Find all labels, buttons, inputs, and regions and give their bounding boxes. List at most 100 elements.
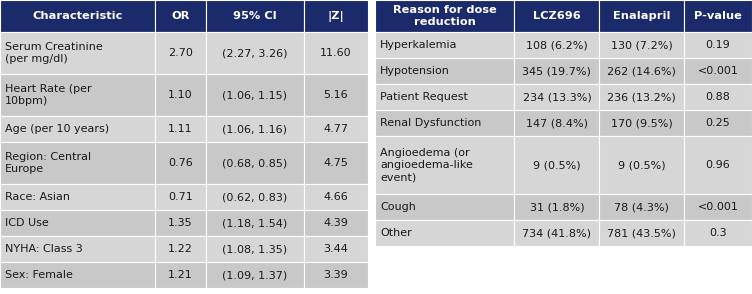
Bar xyxy=(514,136,599,194)
Bar xyxy=(375,58,514,84)
Bar xyxy=(684,220,752,246)
Bar xyxy=(304,262,368,288)
Text: 5.16: 5.16 xyxy=(323,90,348,100)
Bar xyxy=(0,32,155,74)
Bar xyxy=(375,84,514,110)
Bar xyxy=(514,0,599,32)
Text: 0.96: 0.96 xyxy=(705,160,730,170)
Bar xyxy=(599,220,684,246)
Text: Heart Rate (per
10bpm): Heart Rate (per 10bpm) xyxy=(5,84,92,106)
Bar xyxy=(206,32,304,74)
Bar xyxy=(0,210,155,236)
Text: 3.44: 3.44 xyxy=(323,244,348,254)
Text: 1.21: 1.21 xyxy=(168,270,193,280)
Text: Cough: Cough xyxy=(380,202,416,212)
Text: (0.62, 0.83): (0.62, 0.83) xyxy=(222,192,287,202)
Text: 9 (0.5%): 9 (0.5%) xyxy=(533,160,581,170)
Text: 234 (13.3%): 234 (13.3%) xyxy=(523,92,591,102)
Bar xyxy=(304,184,368,210)
Bar xyxy=(155,74,206,116)
Bar xyxy=(155,32,206,74)
Bar xyxy=(599,0,684,32)
Text: (1.18, 1.54): (1.18, 1.54) xyxy=(222,218,287,228)
Bar xyxy=(375,110,514,136)
Bar xyxy=(599,58,684,84)
Bar xyxy=(514,220,599,246)
Text: 1.22: 1.22 xyxy=(168,244,193,254)
Bar xyxy=(155,262,206,288)
Bar xyxy=(206,210,304,236)
Text: 0.71: 0.71 xyxy=(168,192,193,202)
Text: 130 (7.2%): 130 (7.2%) xyxy=(611,40,672,50)
Text: Other: Other xyxy=(380,228,412,238)
Text: 11.60: 11.60 xyxy=(320,48,352,58)
Text: 262 (14.6%): 262 (14.6%) xyxy=(608,66,676,76)
Text: Region: Central
Europe: Region: Central Europe xyxy=(5,152,91,174)
Text: (1.09, 1.37): (1.09, 1.37) xyxy=(222,270,287,280)
Text: 0.76: 0.76 xyxy=(168,158,193,168)
Text: (0.68, 0.85): (0.68, 0.85) xyxy=(222,158,287,168)
Text: 170 (9.5%): 170 (9.5%) xyxy=(611,118,672,128)
Bar xyxy=(304,116,368,142)
Bar xyxy=(155,210,206,236)
Text: OR: OR xyxy=(171,11,190,21)
Text: 108 (6.2%): 108 (6.2%) xyxy=(526,40,588,50)
Bar xyxy=(684,136,752,194)
Text: 4.39: 4.39 xyxy=(323,218,348,228)
Text: 78 (4.3%): 78 (4.3%) xyxy=(614,202,669,212)
Bar xyxy=(155,236,206,262)
Bar xyxy=(304,74,368,116)
Text: |Z|: |Z| xyxy=(327,11,344,21)
Bar xyxy=(206,262,304,288)
Bar xyxy=(0,74,155,116)
Text: Characteristic: Characteristic xyxy=(32,11,123,21)
Text: Hypotension: Hypotension xyxy=(380,66,450,76)
Bar xyxy=(375,32,514,58)
Text: 0.3: 0.3 xyxy=(709,228,727,238)
Text: 147 (8.4%): 147 (8.4%) xyxy=(526,118,588,128)
Text: ICD Use: ICD Use xyxy=(5,218,49,228)
Text: 0.19: 0.19 xyxy=(705,40,730,50)
Text: (1.08, 1.35): (1.08, 1.35) xyxy=(223,244,287,254)
Bar xyxy=(155,116,206,142)
Text: 31 (1.8%): 31 (1.8%) xyxy=(529,202,584,212)
Bar xyxy=(684,58,752,84)
Bar xyxy=(684,194,752,220)
Bar xyxy=(0,0,155,32)
Text: <0.001: <0.001 xyxy=(698,202,738,212)
Bar xyxy=(375,220,514,246)
Text: Race: Asian: Race: Asian xyxy=(5,192,70,202)
Bar xyxy=(375,194,514,220)
Bar xyxy=(206,236,304,262)
Text: 734 (41.8%): 734 (41.8%) xyxy=(523,228,591,238)
Bar xyxy=(514,194,599,220)
Text: Renal Dysfunction: Renal Dysfunction xyxy=(380,118,481,128)
Text: P-value: P-value xyxy=(694,11,742,21)
Bar xyxy=(155,184,206,210)
Text: Reason for dose
reduction: Reason for dose reduction xyxy=(393,5,496,27)
Text: 0.88: 0.88 xyxy=(705,92,730,102)
Bar xyxy=(599,110,684,136)
Text: 345 (19.7%): 345 (19.7%) xyxy=(523,66,591,76)
Text: Patient Request: Patient Request xyxy=(380,92,468,102)
Bar xyxy=(514,84,599,110)
Bar xyxy=(304,0,368,32)
Text: NYHA: Class 3: NYHA: Class 3 xyxy=(5,244,83,254)
Bar xyxy=(304,142,368,184)
Text: 1.11: 1.11 xyxy=(168,124,193,134)
Bar xyxy=(684,110,752,136)
Bar xyxy=(684,32,752,58)
Text: 4.66: 4.66 xyxy=(323,192,348,202)
Bar xyxy=(206,74,304,116)
Text: 2.70: 2.70 xyxy=(168,48,193,58)
Bar xyxy=(0,236,155,262)
Text: (1.06, 1.16): (1.06, 1.16) xyxy=(223,124,287,134)
Text: 236 (13.2%): 236 (13.2%) xyxy=(608,92,676,102)
Text: (1.06, 1.15): (1.06, 1.15) xyxy=(223,90,287,100)
Bar xyxy=(599,32,684,58)
Bar xyxy=(0,116,155,142)
Bar xyxy=(0,262,155,288)
Bar xyxy=(599,194,684,220)
Bar xyxy=(599,84,684,110)
Bar xyxy=(0,142,155,184)
